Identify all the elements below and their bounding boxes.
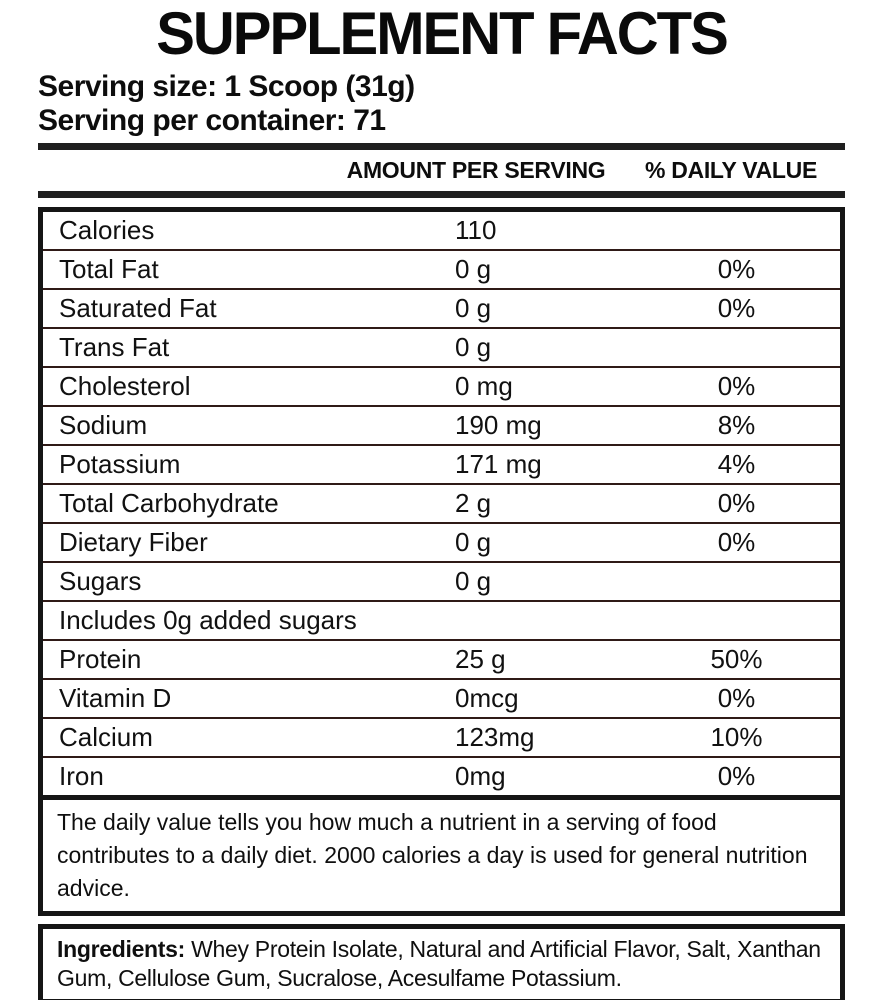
nutrient-amount: 110: [455, 215, 497, 245]
nutrient-daily-value: 0%: [717, 371, 756, 401]
nutrient-amount: 0mg: [455, 761, 506, 791]
nutrient-amount: 2 g: [455, 488, 492, 518]
nutrient-name: Potassium: [59, 449, 181, 479]
nutrient-daily-value: 8%: [717, 410, 756, 440]
nutrient-amount: 190 mg: [455, 410, 542, 440]
table-row: Calories 110: [43, 212, 840, 249]
table-row: Saturated Fat 0 g 0%: [43, 288, 840, 327]
nutrient-name: Calcium: [59, 722, 153, 752]
table-row: Calcium 123mg 10%: [43, 717, 840, 756]
table-row: Trans Fat 0 g: [43, 327, 840, 366]
nutrient-name: Iron: [59, 761, 104, 791]
ingredients-label: Ingredients:: [57, 936, 186, 962]
column-header-daily-value: % DAILY VALUE: [644, 157, 818, 183]
ingredients-text: Whey Protein Isolate, Natural and Artifi…: [57, 936, 821, 991]
table-row: Sugars 0 g: [43, 561, 840, 600]
nutrient-name: Saturated Fat: [59, 293, 217, 323]
column-header-row: AMOUNT PER SERVING % DAILY VALUE: [38, 150, 845, 186]
nutrient-amount: 123mg: [455, 722, 535, 752]
daily-value-footnote: The daily value tells you how much a nut…: [43, 795, 840, 911]
nutrient-amount: 0 g: [455, 293, 492, 323]
nutrient-amount: 0 g: [455, 527, 492, 557]
table-row: Sodium 190 mg 8%: [43, 405, 840, 444]
nutrient-name: Protein: [59, 644, 142, 674]
nutrient-amount: 0mcg: [455, 683, 519, 713]
nutrient-daily-value: 0%: [717, 761, 756, 791]
supplement-facts-panel: SUPPLEMENT FACTS Serving size: 1 Scoop (…: [38, 0, 845, 1000]
nutrient-amount: 25 g: [455, 644, 506, 674]
nutrient-daily-value: 0%: [717, 254, 756, 284]
table-row: Potassium 171 mg 4%: [43, 444, 840, 483]
serving-info: Serving size: 1 Scoop (31g) Serving per …: [38, 70, 845, 138]
top-thick-rule: [38, 143, 845, 150]
nutrient-name: Sodium: [59, 410, 148, 440]
header-bottom-rule: [38, 191, 845, 198]
nutrient-name: Calories: [59, 215, 155, 245]
table-row: Vitamin D 0mcg 0%: [43, 678, 840, 717]
table-row: Cholesterol 0 mg 0%: [43, 366, 840, 405]
table-row: Protein 25 g 50%: [43, 639, 840, 678]
table-row: Total Fat 0 g 0%: [43, 249, 840, 288]
nutrient-daily-value: 0%: [717, 527, 756, 557]
nutrient-daily-value: 10%: [710, 722, 763, 752]
panel-title: SUPPLEMENT FACTS: [156, 0, 729, 68]
nutrient-name: Includes 0g added sugars: [59, 605, 357, 635]
serving-size-line: Serving size: 1 Scoop (31g): [38, 70, 415, 103]
nutrient-amount: 0 g: [455, 332, 492, 362]
nutrient-amount: 0 mg: [455, 371, 513, 401]
nutrient-name: Dietary Fiber: [59, 527, 208, 557]
nutrient-name: Trans Fat: [59, 332, 170, 362]
nutrient-amount: 171 mg: [455, 449, 542, 479]
nutrient-daily-value: 0%: [717, 683, 756, 713]
nutrient-rows: Calories 110 Total Fat 0 g 0% Saturated …: [43, 212, 840, 795]
nutrient-amount: 0 g: [455, 254, 492, 284]
ingredients-section: Ingredients: Whey Protein Isolate, Natur…: [38, 924, 845, 1000]
nutrient-daily-value: 0%: [717, 488, 756, 518]
column-header-amount: AMOUNT PER SERVING: [346, 157, 606, 183]
nutrient-name: Total Carbohydrate: [59, 488, 279, 518]
nutrient-daily-value: 50%: [710, 644, 763, 674]
nutrient-amount: 0 g: [455, 566, 492, 596]
nutrient-name: Vitamin D: [59, 683, 172, 713]
nutrient-name: Sugars: [59, 566, 142, 596]
nutrient-name: Cholesterol: [59, 371, 191, 401]
table-row: Iron 0mg 0%: [43, 756, 840, 795]
nutrient-daily-value: 0%: [717, 293, 756, 323]
nutrient-name: Total Fat: [59, 254, 159, 284]
nutrient-daily-value: 4%: [717, 449, 756, 479]
servings-per-container-line: Serving per container: 71: [38, 104, 386, 137]
table-row: Dietary Fiber 0 g 0%: [43, 522, 840, 561]
nutrient-facts-box: Calories 110 Total Fat 0 g 0% Saturated …: [38, 207, 845, 916]
table-row: Includes 0g added sugars: [43, 600, 840, 639]
table-row: Total Carbohydrate 2 g 0%: [43, 483, 840, 522]
